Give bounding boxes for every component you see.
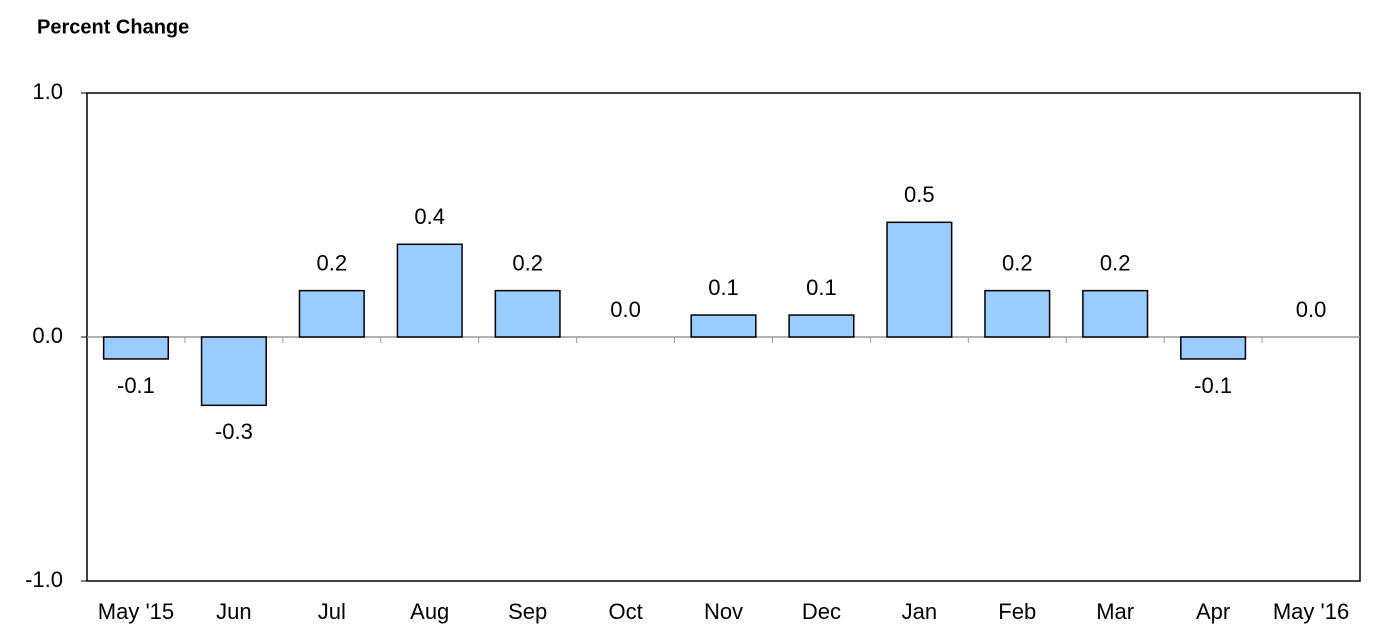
bar [886,221,953,338]
bar [788,314,855,338]
x-tick-label: Feb [998,599,1036,624]
value-label: 0.1 [806,275,837,300]
y-tick-label: 1.0 [32,79,63,104]
value-label: 0.1 [708,275,739,300]
x-tick-label: Jul [318,599,346,624]
value-label: 0.2 [1002,250,1033,275]
bar [984,289,1051,338]
x-tick-label: Oct [608,599,642,624]
x-tick-label: Sep [508,599,547,624]
bar [1180,336,1247,360]
value-label: -0.1 [1194,373,1232,398]
x-tick-label: Jun [216,599,251,624]
bar [690,314,757,338]
y-tick-label: -1.0 [25,567,63,592]
value-label: 0.2 [317,250,348,275]
bar [1082,289,1149,338]
x-tick-label: Dec [802,599,841,624]
value-label: -0.3 [215,419,253,444]
bar [396,243,463,338]
value-label: 0.0 [610,297,641,322]
value-label: 0.2 [1100,250,1131,275]
value-label: -0.1 [117,373,155,398]
value-label: 0.5 [904,182,935,207]
bar [102,336,170,360]
value-label: 0.2 [512,250,543,275]
bar [298,289,365,338]
x-tick-label: May '16 [1273,599,1349,624]
bar [200,336,267,407]
chart-title: Percent Change [37,16,189,38]
x-tick-label: May '15 [98,599,174,624]
y-tick-label: 0.0 [32,323,63,348]
value-label: 0.4 [414,204,445,229]
x-tick-label: Apr [1196,599,1230,624]
x-tick-label: Jan [902,599,937,624]
bar [494,289,561,338]
x-tick-label: Nov [704,599,743,624]
x-tick-label: Aug [410,599,449,624]
value-label: 0.0 [1296,297,1327,322]
x-tick-label: Mar [1096,599,1134,624]
